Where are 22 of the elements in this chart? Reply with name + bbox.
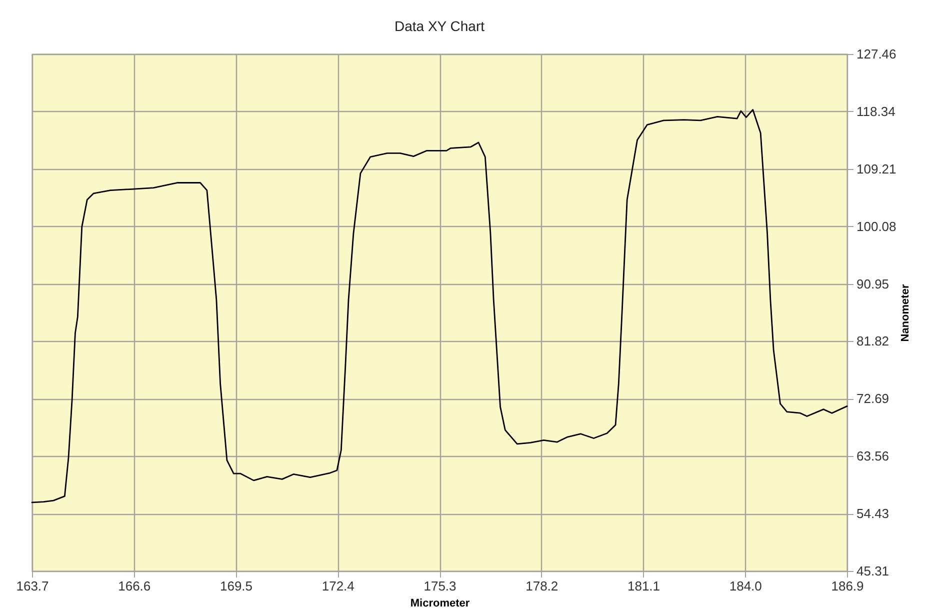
x-tick-label: 178.2 — [526, 578, 558, 594]
x-tick-label: 184.0 — [729, 578, 762, 594]
x-tick-label: 169.5 — [220, 578, 253, 594]
x-tick-label: 163.7 — [16, 578, 49, 594]
y-tick-label: 45.31 — [856, 564, 890, 578]
x-tick-label: 186.9 — [831, 578, 864, 594]
y-tick-label: 72.69 — [856, 391, 890, 406]
x-tick-label: 181.1 — [627, 578, 660, 594]
x-axis-title: Micrometer — [410, 598, 470, 610]
y-tick-label: 118.34 — [856, 104, 896, 119]
chart-title: Data XY Chart — [394, 18, 485, 34]
x-tick-label: 175.3 — [424, 578, 456, 594]
y-tick-label: 81.82 — [856, 334, 890, 349]
y-tick-label: 54.43 — [856, 506, 890, 522]
x-tick-label: 172.4 — [322, 578, 354, 594]
y-tick-label: 63.56 — [856, 448, 890, 464]
y-tick-label: 109.21 — [856, 161, 896, 176]
y-tick-label: 90.95 — [856, 276, 890, 292]
y-axis-title: Nanometer — [899, 284, 912, 342]
y-tick-label: 100.08 — [856, 218, 896, 234]
y-tick-label: 127.46 — [856, 46, 896, 62]
x-tick-label: 166.6 — [118, 578, 151, 594]
